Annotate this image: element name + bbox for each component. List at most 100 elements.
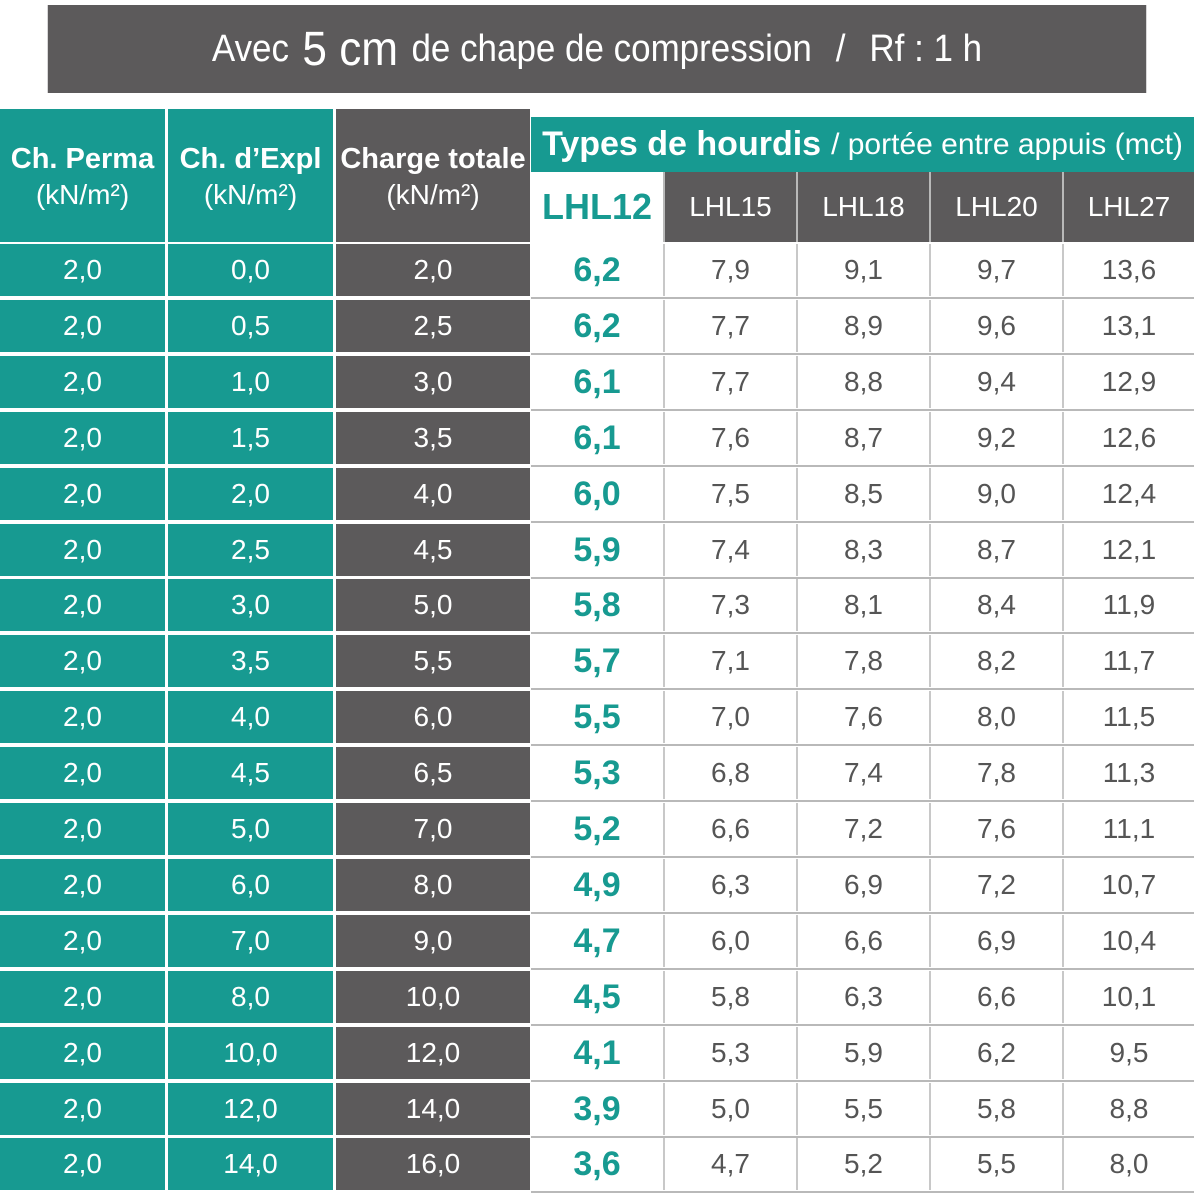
cell-expl: 7,0 [168, 915, 333, 967]
cell-span-lhl20: 5,8 [929, 1083, 1062, 1135]
cell-span-lhl20: 8,7 [929, 524, 1062, 576]
cell-span-lhl12: 6,1 [531, 356, 663, 408]
cell-expl: 10,0 [168, 1027, 333, 1079]
table-row: 2,0 4,5 6,5 5,3 6,8 7,4 7,8 11,3 [0, 747, 1194, 799]
cell-span-lhl12: 3,6 [531, 1138, 663, 1190]
cell-perma: 2,0 [0, 1027, 165, 1079]
cell-span-lhl15: 7,1 [663, 635, 796, 687]
cell-span-lhl15: 6,6 [663, 803, 796, 855]
header-total-unit: (kN/m²) [386, 179, 480, 211]
cell-span-lhl15: 6,8 [663, 747, 796, 799]
row-divider [531, 1024, 1194, 1026]
cell-span-lhl27: 8,8 [1062, 1083, 1194, 1135]
cell-span-lhl27: 13,1 [1062, 300, 1194, 352]
cell-span-lhl18: 8,9 [796, 300, 929, 352]
cell-span-lhl20: 6,6 [929, 971, 1062, 1023]
cell-span-lhl18: 5,2 [796, 1138, 929, 1190]
cell-span-lhl20: 9,0 [929, 468, 1062, 520]
row-divider [531, 353, 1194, 355]
cell-total: 6,0 [336, 691, 530, 743]
cell-perma: 2,0 [0, 971, 165, 1023]
table-row: 2,0 3,0 5,0 5,8 7,3 8,1 8,4 11,9 [0, 579, 1194, 631]
row-divider [531, 856, 1194, 858]
row-divider [531, 1136, 1194, 1138]
cell-span-lhl18: 9,1 [796, 244, 929, 296]
cell-span-lhl12: 5,5 [531, 691, 663, 743]
cell-span-lhl12: 5,9 [531, 524, 663, 576]
row-divider [531, 1191, 1194, 1193]
cell-span-lhl18: 7,8 [796, 635, 929, 687]
cell-span-lhl18: 6,6 [796, 915, 929, 967]
cell-expl: 2,5 [168, 524, 333, 576]
cell-span-lhl15: 7,6 [663, 412, 796, 464]
cell-span-lhl12: 4,5 [531, 971, 663, 1023]
table-row: 2,0 2,5 4,5 5,9 7,4 8,3 8,7 12,1 [0, 524, 1194, 576]
title-prefix: Avec [211, 27, 289, 70]
cell-span-lhl15: 5,8 [663, 971, 796, 1023]
cell-span-lhl15: 7,5 [663, 468, 796, 520]
cell-span-lhl20: 9,2 [929, 412, 1062, 464]
header-lhl15: LHL15 [663, 172, 796, 242]
header-expl: Ch. d’Expl (kN/m²) [168, 109, 333, 242]
cell-expl: 14,0 [168, 1138, 333, 1190]
cell-total: 5,5 [336, 635, 530, 687]
table-row: 2,0 0,0 2,0 6,2 7,9 9,1 9,7 13,6 [0, 244, 1194, 296]
cell-expl: 8,0 [168, 971, 333, 1023]
cell-total: 5,0 [336, 579, 530, 631]
row-divider [531, 912, 1194, 914]
row-divider [531, 1080, 1194, 1082]
cell-perma: 2,0 [0, 859, 165, 911]
table-row: 2,0 6,0 8,0 4,9 6,3 6,9 7,2 10,7 [0, 859, 1194, 911]
cell-expl: 2,0 [168, 468, 333, 520]
cell-span-lhl15: 7,4 [663, 524, 796, 576]
header-types-label: Types de hourdis [542, 125, 822, 163]
cell-total: 3,0 [336, 356, 530, 408]
row-divider [531, 744, 1194, 746]
cell-span-lhl12: 6,2 [531, 244, 663, 296]
row-divider [531, 409, 1194, 411]
cell-span-lhl15: 6,0 [663, 915, 796, 967]
cell-span-lhl12: 4,1 [531, 1027, 663, 1079]
table-row: 2,0 5,0 7,0 5,2 6,6 7,2 7,6 11,1 [0, 803, 1194, 855]
cell-expl: 3,5 [168, 635, 333, 687]
title-suffix: Rf : 1 h [869, 27, 983, 70]
cell-perma: 2,0 [0, 356, 165, 408]
cell-span-lhl12: 4,7 [531, 915, 663, 967]
cell-span-lhl27: 12,9 [1062, 356, 1194, 408]
cell-expl: 3,0 [168, 579, 333, 631]
cell-span-lhl18: 8,1 [796, 579, 929, 631]
cell-span-lhl27: 11,9 [1062, 579, 1194, 631]
cell-span-lhl15: 7,7 [663, 356, 796, 408]
header-total-label: Charge totale [340, 143, 526, 175]
cell-span-lhl12: 3,9 [531, 1083, 663, 1135]
row-divider [531, 688, 1194, 690]
cell-span-lhl15: 5,0 [663, 1083, 796, 1135]
title-emphasis: 5 cm [302, 22, 399, 76]
title-middle: de chape de compression [411, 27, 812, 70]
cell-span-lhl20: 7,6 [929, 803, 1062, 855]
cell-span-lhl15: 6,3 [663, 859, 796, 911]
cell-total: 16,0 [336, 1138, 530, 1190]
cell-total: 9,0 [336, 915, 530, 967]
header-lhl18: LHL18 [796, 172, 929, 242]
cell-total: 3,5 [336, 412, 530, 464]
table-row: 2,0 10,0 12,0 4,1 5,3 5,9 6,2 9,5 [0, 1027, 1194, 1079]
cell-expl: 12,0 [168, 1083, 333, 1135]
cell-span-lhl27: 13,6 [1062, 244, 1194, 296]
cell-perma: 2,0 [0, 524, 165, 576]
cell-span-lhl18: 8,5 [796, 468, 929, 520]
header-types-sub: / portée entre appuis (mct) [831, 127, 1183, 161]
cell-span-lhl27: 10,7 [1062, 859, 1194, 911]
cell-span-lhl18: 5,9 [796, 1027, 929, 1079]
cell-total: 6,5 [336, 747, 530, 799]
cell-expl: 0,5 [168, 300, 333, 352]
cell-span-lhl15: 5,3 [663, 1027, 796, 1079]
header-expl-label: Ch. d’Expl [179, 143, 322, 175]
header-lhl27: LHL27 [1062, 172, 1194, 242]
row-divider [531, 800, 1194, 802]
cell-span-lhl27: 8,0 [1062, 1138, 1194, 1190]
cell-span-lhl15: 7,0 [663, 691, 796, 743]
table-row: 2,0 3,5 5,5 5,7 7,1 7,8 8,2 11,7 [0, 635, 1194, 687]
cell-perma: 2,0 [0, 412, 165, 464]
